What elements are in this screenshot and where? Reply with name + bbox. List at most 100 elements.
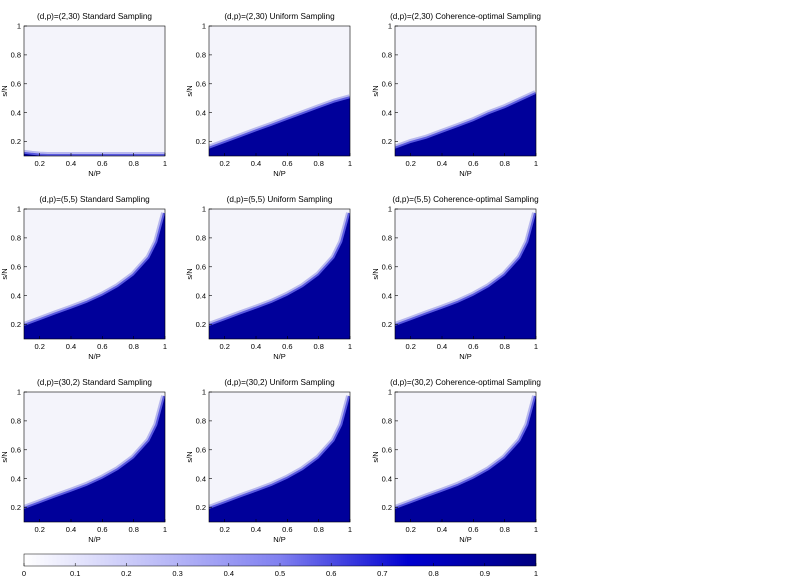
x-tick-label: 1: [348, 342, 352, 351]
y-tick-label: 0.6: [196, 445, 206, 454]
y-tick-label: 0.2: [382, 137, 392, 146]
x-tick-label: 1: [163, 342, 167, 351]
colorbar-tick-label: 0.3: [172, 569, 182, 578]
y-axis-label: s/N: [0, 451, 9, 462]
panel-grid: (d,p)=(2,30) Standard Sampling 0.2 0.4 0.6 0…: [0, 12, 541, 544]
x-tick-label: 0.8: [313, 159, 323, 168]
x-tick-label: 0.2: [405, 159, 415, 168]
x-tick-label: 0.2: [219, 159, 229, 168]
y-tick-label: 0.2: [382, 320, 392, 329]
panel-2: (d,p)=(2,30) Uniform Sampling 0.2 0.4 0.6 0.…: [185, 12, 352, 178]
axes-frame: [394, 391, 537, 523]
panel-6: (d,p)=(5,5) Coherence-optimal Sampling 0.…: [371, 195, 539, 361]
recovery-region: [209, 98, 350, 156]
colorbar-tick-label: 0: [22, 569, 26, 578]
axes-frame: [208, 25, 351, 157]
axes-frame: [394, 25, 537, 157]
x-tick-label: 0.2: [34, 342, 44, 351]
y-tick-label: 0.2: [11, 503, 21, 512]
colorbar-tick-label: 0.5: [275, 569, 285, 578]
x-tick-label: 0.2: [405, 525, 415, 534]
axes-frame: [23, 208, 166, 340]
y-tick-label: 1: [388, 205, 392, 214]
y-tick-label: 0.8: [196, 416, 206, 425]
y-axis-label: s/N: [371, 85, 380, 96]
y-tick-label: 0.6: [382, 79, 392, 88]
panel-title: (d,p)=(30,2) Standard Sampling: [37, 378, 152, 387]
x-tick-label: 0.6: [468, 342, 478, 351]
x-tick-label: 0.2: [219, 525, 229, 534]
y-tick-label: 0.8: [196, 233, 206, 242]
x-tick-label: 0.2: [219, 342, 229, 351]
x-tick-label: 0.6: [282, 159, 292, 168]
y-tick-label: 1: [202, 388, 206, 397]
y-axis-label: s/N: [185, 451, 194, 462]
x-tick-label: 0.2: [405, 342, 415, 351]
y-axis-label: s/N: [0, 268, 9, 279]
x-tick-label: 0.8: [128, 159, 138, 168]
panel-title: (d,p)=(5,5) Coherence-optimal Sampling: [392, 195, 539, 204]
y-tick-label: 0.4: [11, 108, 21, 117]
y-tick-label: 0.2: [11, 320, 21, 329]
recovery-region: [395, 93, 536, 156]
y-tick-label: 0.6: [11, 262, 21, 271]
x-tick-label: 0.8: [313, 342, 323, 351]
y-axis-label: s/N: [0, 85, 9, 96]
x-axis-label: N/P: [459, 169, 472, 178]
x-tick-label: 0.4: [251, 525, 261, 534]
axes-frame: [394, 208, 537, 340]
x-tick-label: 0.2: [34, 159, 44, 168]
x-tick-label: 0.4: [437, 159, 447, 168]
y-axis-label: s/N: [371, 268, 380, 279]
x-tick-label: 0.8: [313, 525, 323, 534]
panel-1: (d,p)=(2,30) Standard Sampling 0.2 0.4 0.6 0…: [0, 12, 167, 178]
panel-5: (d,p)=(5,5) Uniform Sampling 0.2 0.4 0.6 0.8…: [185, 195, 352, 361]
x-axis-label: N/P: [273, 169, 286, 178]
y-tick-label: 1: [202, 22, 206, 31]
recovery-region: [24, 213, 165, 339]
y-axis-label: s/N: [185, 85, 194, 96]
x-axis-label: N/P: [273, 535, 286, 544]
x-tick-label: 0.6: [97, 525, 107, 534]
y-tick-label: 0.8: [382, 50, 392, 59]
transition-band-inner: [24, 151, 165, 156]
y-tick-label: 0.6: [382, 445, 392, 454]
colorbar-tick-label: 0.6: [326, 569, 336, 578]
axes-frame: [208, 208, 351, 340]
axes-frame: [23, 391, 166, 523]
x-tick-label: 0.6: [97, 159, 107, 168]
y-tick-label: 0.8: [382, 233, 392, 242]
recovery-region: [209, 213, 350, 339]
y-tick-label: 1: [202, 205, 206, 214]
colorbar-tick-label: 0.8: [428, 569, 438, 578]
x-tick-label: 1: [348, 525, 352, 534]
heatmap-background: [24, 26, 165, 156]
y-tick-label: 0.8: [11, 416, 21, 425]
x-axis-label: N/P: [88, 352, 101, 361]
x-axis-label: N/P: [459, 352, 472, 361]
x-tick-label: 1: [534, 159, 538, 168]
x-tick-label: 0.4: [251, 159, 261, 168]
y-tick-label: 1: [17, 22, 21, 31]
x-tick-label: 0.6: [282, 525, 292, 534]
y-tick-label: 0.6: [382, 262, 392, 271]
panel-title: (d,p)=(2,30) Coherence-optimal Sampling: [390, 12, 541, 21]
x-tick-label: 1: [163, 159, 167, 168]
panel-7: (d,p)=(30,2) Standard Sampling 0.2 0.4 0.6 0…: [0, 378, 167, 544]
y-tick-label: 0.6: [196, 262, 206, 271]
x-axis-label: N/P: [88, 169, 101, 178]
y-tick-label: 0.4: [11, 474, 21, 483]
panel-8: (d,p)=(30,2) Uniform Sampling 0.2 0.4 0.6 0.…: [185, 378, 352, 544]
x-tick-label: 1: [348, 159, 352, 168]
axes-frame: [208, 391, 351, 523]
axes-frame: [23, 25, 166, 157]
x-tick-label: 0.4: [66, 342, 76, 351]
y-tick-label: 0.4: [196, 291, 206, 300]
x-tick-label: 1: [534, 525, 538, 534]
panel-title: (d,p)=(5,5) Standard Sampling: [39, 195, 150, 204]
x-tick-label: 0.6: [468, 159, 478, 168]
x-axis-label: N/P: [273, 352, 286, 361]
y-tick-label: 1: [17, 205, 21, 214]
y-tick-label: 0.6: [11, 445, 21, 454]
x-axis-label: N/P: [88, 535, 101, 544]
